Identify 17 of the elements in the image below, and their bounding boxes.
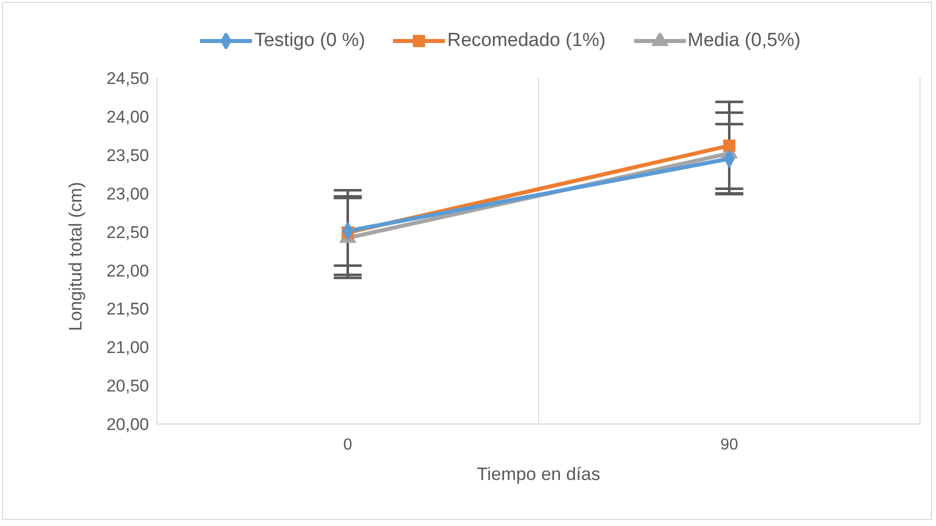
x-tick-label: 0 xyxy=(343,436,352,454)
y-tick-label: 20,50 xyxy=(106,376,149,396)
y-tick-label: 24,50 xyxy=(106,69,149,88)
y-tick-label: 22,50 xyxy=(106,222,149,242)
y-tick-label: 22,00 xyxy=(106,261,149,280)
y-tick-label: 23,50 xyxy=(106,146,149,165)
y-axis-title: Longitud total (cm) xyxy=(65,182,86,331)
y-tick-label: 21,00 xyxy=(106,338,149,358)
legend-label: Testigo (0 %) xyxy=(254,30,366,52)
y-tick-label: 23,00 xyxy=(106,184,149,204)
y-tick-label: 21,50 xyxy=(106,300,149,319)
x-tick-label: 90 xyxy=(720,436,738,454)
legend-label: Recomedado (1%) xyxy=(447,30,606,52)
y-tick-label: 24,00 xyxy=(106,107,149,126)
y-tick-label: 20,00 xyxy=(106,415,149,434)
legend-label: Media (0,5%) xyxy=(688,30,801,52)
x-axis-title: Tiempo en días xyxy=(476,464,600,484)
